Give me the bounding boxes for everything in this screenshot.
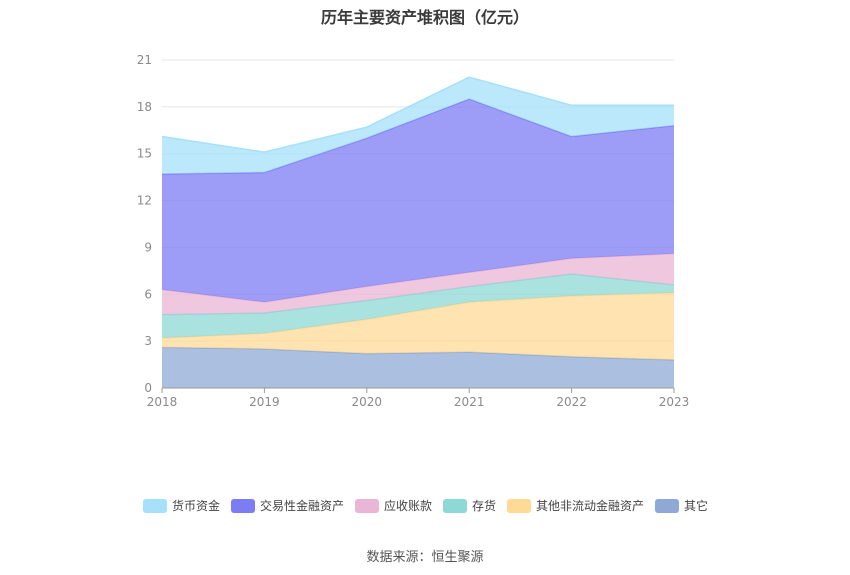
legend-item[interactable]: 交易性金融资产 — [231, 498, 344, 513]
x-tick-label: 2018 — [147, 395, 178, 409]
y-tick-label: 12 — [137, 194, 152, 208]
area-series-交易性金融资产 — [162, 99, 674, 303]
legend-swatch — [231, 499, 255, 513]
area-series-其它 — [162, 347, 674, 388]
legend-swatch — [443, 499, 467, 513]
legend-label: 应收账款 — [384, 498, 432, 513]
legend-swatch — [355, 499, 379, 513]
y-tick-label: 18 — [137, 100, 152, 114]
legend-item[interactable]: 其它 — [655, 498, 708, 513]
y-tick-label: 3 — [144, 334, 152, 348]
legend-item[interactable]: 货币资金 — [143, 498, 220, 513]
x-tick-label: 2020 — [352, 395, 383, 409]
y-tick-label: 9 — [144, 240, 152, 254]
y-tick-label: 15 — [137, 147, 152, 161]
y-tick-label: 6 — [144, 287, 152, 301]
legend-swatch — [143, 499, 167, 513]
data-source-note: 数据来源：恒生聚源 — [366, 550, 484, 565]
x-tick-label: 2021 — [454, 395, 485, 409]
chart-title: 历年主要资产堆积图（亿元） — [320, 8, 529, 27]
area-edge-货币资金 — [161, 76, 674, 153]
axis-layer: 0 3 6 9 12 15 18 21 2018 2019 2020 2021 2022 2023 — [137, 53, 690, 409]
legend-item[interactable]: 其他非流动金融资产 — [507, 498, 644, 513]
x-tick-label: 2022 — [556, 395, 587, 409]
legend-item[interactable]: 存货 — [443, 498, 496, 513]
legend-label: 其它 — [684, 498, 708, 513]
legend-item[interactable]: 应收账款 — [355, 498, 432, 513]
legend-label: 货币资金 — [172, 498, 220, 513]
legend-swatch — [655, 499, 679, 513]
area-series-货币资金 — [162, 77, 674, 175]
y-tick-label: 0 — [144, 381, 152, 395]
legend-label: 其他非流动金融资产 — [536, 498, 644, 513]
x-tick-label: 2019 — [249, 395, 280, 409]
legend: 货币资金 交易性金融资产 应收账款 存货 其他非流动金融资产 其它 — [143, 498, 708, 513]
area-series-应收账款 — [162, 253, 674, 315]
legend-swatch — [507, 499, 531, 513]
area-series-其他非流动金融资产 — [162, 292, 674, 360]
legend-label: 交易性金融资产 — [260, 498, 344, 513]
x-tick-label: 2023 — [659, 395, 690, 409]
y-tick-label: 21 — [137, 53, 152, 67]
area-series-存货 — [162, 273, 674, 339]
legend-label: 存货 — [472, 498, 496, 513]
area-layer — [161, 76, 675, 388]
